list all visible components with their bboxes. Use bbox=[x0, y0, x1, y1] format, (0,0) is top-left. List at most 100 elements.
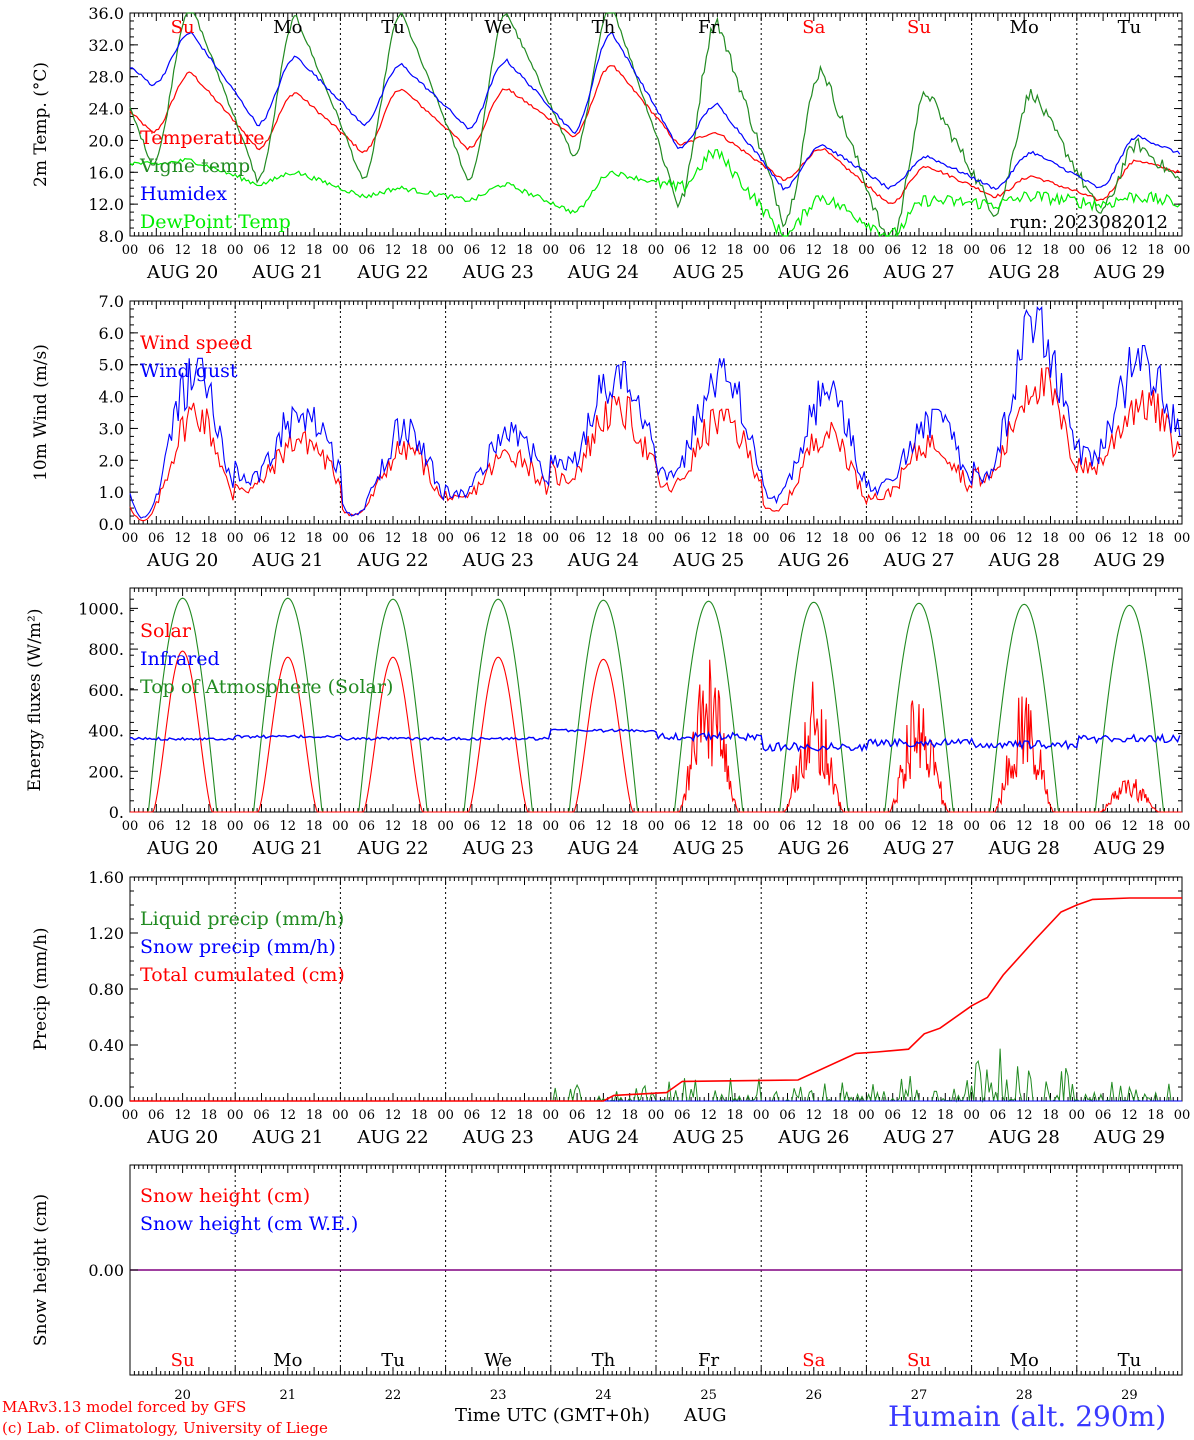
hour-tick-label: 18 bbox=[411, 1108, 428, 1123]
date-label: AUG 27 bbox=[882, 262, 954, 283]
x-axis-title: Time UTC (GMT+0h) bbox=[455, 1405, 650, 1426]
hour-tick-label: 06 bbox=[569, 819, 586, 834]
legend-item: DewPoint Temp bbox=[140, 211, 291, 233]
hour-tick-label: 06 bbox=[253, 819, 270, 834]
hour-tick-label: 06 bbox=[569, 1108, 586, 1123]
hour-tick-label: 12 bbox=[1016, 1108, 1033, 1123]
hour-tick-label: 12 bbox=[806, 1108, 823, 1123]
hour-tick-label: 00 bbox=[437, 531, 454, 546]
day-number-label: 24 bbox=[595, 1388, 612, 1403]
hour-tick-label: 06 bbox=[464, 531, 481, 546]
hour-tick-label: 00 bbox=[963, 531, 980, 546]
y-tick-label: 0.80 bbox=[88, 980, 124, 999]
date-label: AUG 28 bbox=[988, 1127, 1060, 1148]
hour-tick-label: 06 bbox=[779, 243, 796, 258]
hour-tick-label: 06 bbox=[569, 243, 586, 258]
hour-tick-label: 06 bbox=[674, 1108, 691, 1123]
hour-tick-label: 18 bbox=[516, 531, 533, 546]
date-label: AUG 25 bbox=[672, 838, 744, 859]
hour-tick-label: 12 bbox=[385, 243, 402, 258]
date-label: AUG 26 bbox=[777, 550, 849, 571]
hour-tick-label: 12 bbox=[280, 531, 297, 546]
hour-tick-label: 06 bbox=[779, 819, 796, 834]
date-label: AUG 24 bbox=[567, 1127, 639, 1148]
hour-tick-label: 12 bbox=[806, 243, 823, 258]
hour-tick-label: 00 bbox=[1069, 531, 1086, 546]
hour-tick-label: 12 bbox=[595, 819, 612, 834]
day-number-label: 23 bbox=[490, 1388, 507, 1403]
hour-tick-label: 00 bbox=[648, 819, 665, 834]
hour-tick-label: 00 bbox=[122, 819, 139, 834]
hour-tick-label: 12 bbox=[806, 531, 823, 546]
hour-tick-label: 00 bbox=[753, 531, 770, 546]
date-label: AUG 22 bbox=[356, 1127, 428, 1148]
legend-item: Snow precip (mm/h) bbox=[140, 936, 336, 958]
weekday-label: Fr bbox=[698, 1350, 719, 1371]
date-label: AUG 23 bbox=[462, 1127, 534, 1148]
legend-item: Temperature bbox=[140, 127, 264, 149]
date-label: AUG 22 bbox=[356, 262, 428, 283]
weekday-label: Fr bbox=[698, 17, 719, 38]
date-label: AUG 21 bbox=[251, 262, 323, 283]
hour-tick-label: 00 bbox=[1069, 819, 1086, 834]
hour-tick-label: 18 bbox=[937, 531, 954, 546]
hour-tick-label: 18 bbox=[832, 531, 849, 546]
y-tick-label: 16.0 bbox=[88, 163, 124, 182]
hour-tick-label: 18 bbox=[411, 819, 428, 834]
weekday-label: Tu bbox=[381, 17, 405, 38]
hour-tick-label: 00 bbox=[1069, 1108, 1086, 1123]
hour-tick-label: 18 bbox=[201, 1108, 218, 1123]
hour-tick-label: 18 bbox=[411, 531, 428, 546]
date-label: AUG 25 bbox=[672, 262, 744, 283]
y-tick-label: 800. bbox=[88, 640, 124, 659]
hour-tick-label: 06 bbox=[253, 531, 270, 546]
y-tick-label: 0.0 bbox=[99, 515, 124, 534]
hour-tick-label: 00 bbox=[648, 1108, 665, 1123]
hour-tick-label: 00 bbox=[963, 1108, 980, 1123]
hour-tick-label: 12 bbox=[911, 531, 928, 546]
y-tick-label: 2.0 bbox=[99, 451, 124, 470]
y-axis-label: 2m Temp. (°C) bbox=[31, 62, 51, 187]
y-axis-label: 10m Wind (m/s) bbox=[31, 344, 51, 481]
hour-tick-label: 06 bbox=[1095, 819, 1112, 834]
date-label: AUG 28 bbox=[988, 262, 1060, 283]
temp-series-line bbox=[129, 149, 1181, 238]
hour-tick-label: 18 bbox=[516, 1108, 533, 1123]
hour-tick-label: 12 bbox=[174, 531, 191, 546]
hour-tick-label: 18 bbox=[937, 243, 954, 258]
date-label: AUG 21 bbox=[251, 550, 323, 571]
y-tick-label: 400. bbox=[88, 722, 124, 741]
legend-item: Humidex bbox=[140, 183, 227, 205]
hour-tick-label: 00 bbox=[753, 1108, 770, 1123]
y-tick-label: 0.40 bbox=[88, 1036, 124, 1055]
weekday-label: Su bbox=[171, 17, 195, 38]
date-label: AUG 21 bbox=[251, 838, 323, 859]
hour-tick-label: 00 bbox=[332, 243, 349, 258]
hour-tick-label: 12 bbox=[490, 819, 507, 834]
hour-tick-label: 00 bbox=[437, 243, 454, 258]
date-label: AUG 27 bbox=[882, 1127, 954, 1148]
hour-tick-label: 00 bbox=[858, 819, 875, 834]
hour-tick-label: 06 bbox=[674, 819, 691, 834]
date-label: AUG 26 bbox=[777, 1127, 849, 1148]
hour-tick-label: 00 bbox=[858, 1108, 875, 1123]
station-name: Humain (alt. 290m) bbox=[888, 1400, 1167, 1433]
hour-tick-label: 06 bbox=[779, 531, 796, 546]
hour-tick-label: 18 bbox=[306, 531, 323, 546]
hour-tick-label: 18 bbox=[1042, 531, 1059, 546]
y-tick-label: 12.0 bbox=[88, 195, 124, 214]
date-label: AUG 20 bbox=[146, 1127, 218, 1148]
y-tick-label: 24.0 bbox=[88, 100, 124, 119]
hour-tick-label: 06 bbox=[358, 531, 375, 546]
day-number-label: 20 bbox=[174, 1388, 191, 1403]
hour-tick-label: 06 bbox=[1095, 1108, 1112, 1123]
date-label: AUG 28 bbox=[988, 838, 1060, 859]
day-number-label: 21 bbox=[280, 1388, 297, 1403]
day-number-label: 27 bbox=[911, 1388, 928, 1403]
hour-tick-label: 06 bbox=[253, 1108, 270, 1123]
y-tick-label: 600. bbox=[88, 681, 124, 700]
total-cumulated-line bbox=[130, 897, 1182, 1102]
y-tick-label: 5.0 bbox=[99, 356, 124, 375]
hour-tick-label: 18 bbox=[1147, 819, 1164, 834]
hour-tick-label: 18 bbox=[516, 243, 533, 258]
